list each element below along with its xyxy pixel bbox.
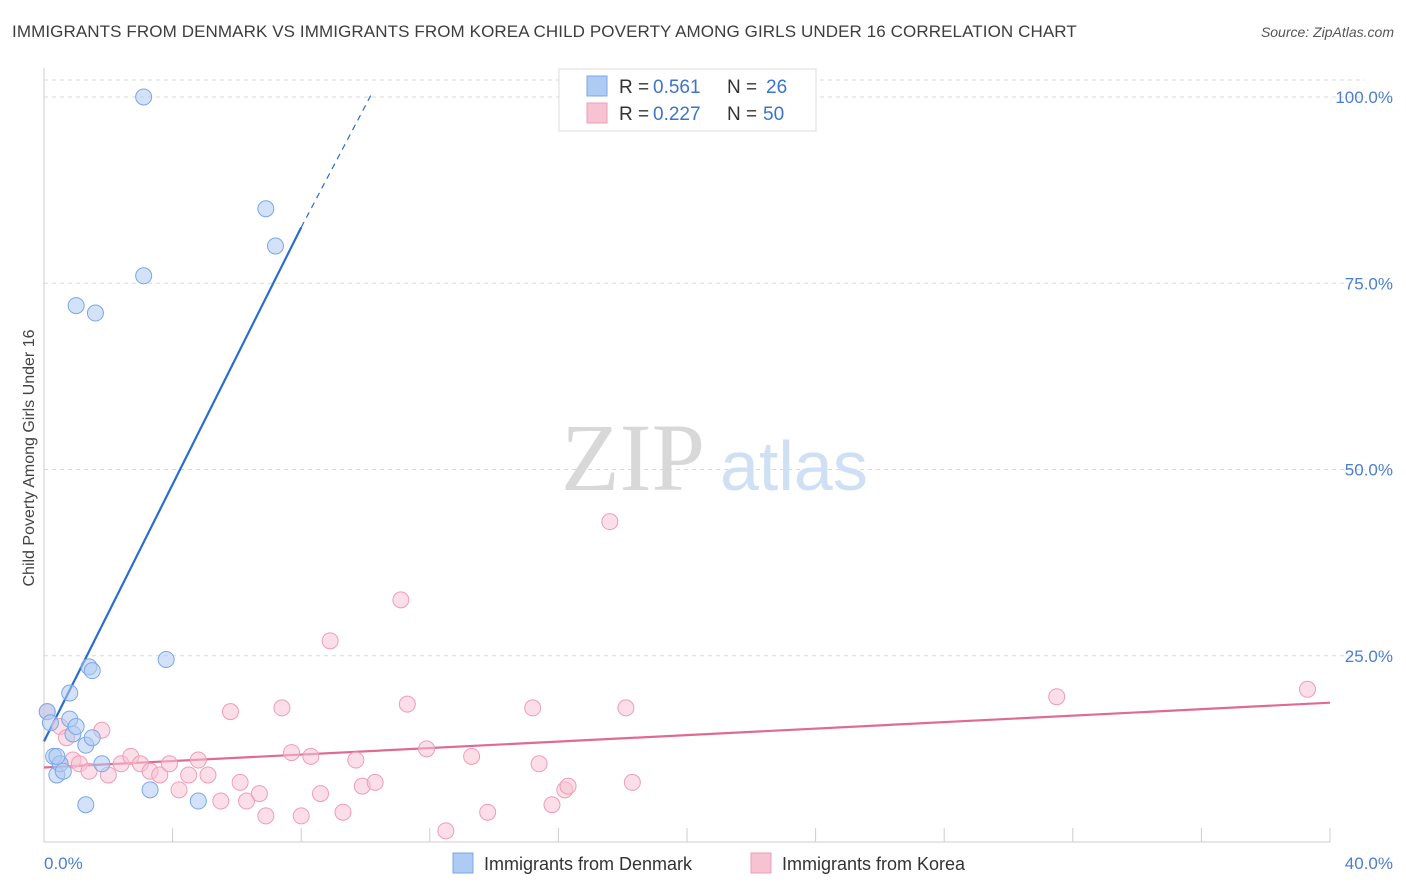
point-korea-15 — [180, 766, 198, 784]
point-korea-29 — [321, 632, 339, 650]
point-korea-47 — [623, 773, 641, 791]
point-korea-44 — [559, 777, 577, 795]
legend-swatch-korea — [586, 102, 608, 124]
point-denmark-20 — [157, 650, 175, 668]
point-denmark-4 — [54, 762, 72, 780]
point-denmark-8 — [67, 718, 85, 736]
point-korea-21 — [238, 792, 256, 810]
point-korea-16 — [189, 751, 207, 769]
point-korea-48 — [1048, 688, 1066, 706]
point-denmark-18 — [135, 267, 153, 285]
point-korea-46 — [617, 699, 635, 717]
bottom-legend-swatch-korea — [750, 852, 772, 874]
point-korea-30 — [334, 803, 352, 821]
point-denmark-9 — [67, 297, 85, 315]
point-korea-37 — [437, 822, 455, 840]
point-denmark-25 — [41, 714, 59, 732]
point-korea-20 — [231, 773, 249, 791]
point-korea-25 — [283, 744, 301, 762]
point-denmark-15 — [93, 755, 111, 773]
y-axis-label: Child Poverty Among Girls Under 16 — [21, 329, 38, 586]
point-korea-17 — [199, 766, 217, 784]
point-korea-45 — [601, 513, 619, 531]
point-korea-22 — [250, 785, 268, 803]
point-denmark-23 — [266, 237, 284, 255]
point-korea-26 — [292, 807, 310, 825]
trend-line-denmark-extension — [300, 92, 373, 228]
point-korea-24 — [273, 699, 291, 717]
y-tick-label-100: 100.0% — [1335, 88, 1393, 107]
point-denmark-16 — [77, 796, 95, 814]
bottom-legend: Immigrants from Denmark Immigrants from … — [452, 852, 966, 874]
point-denmark-22 — [257, 200, 275, 218]
point-denmark-17 — [135, 88, 153, 106]
point-korea-36 — [418, 740, 436, 758]
legend-swatch-denmark — [586, 75, 608, 97]
y-tick-label-50: 50.0% — [1345, 461, 1393, 480]
point-denmark-6 — [61, 684, 79, 702]
point-denmark-14 — [86, 304, 104, 322]
trend-lines — [43, 92, 1331, 769]
legend-r-value-denmark: 0.561 — [653, 77, 701, 98]
legend-n-value-korea: 50 — [763, 104, 784, 125]
grid-lines — [44, 79, 1365, 657]
bottom-legend-label-denmark: Immigrants from Denmark — [484, 854, 693, 874]
point-denmark-13 — [83, 662, 101, 680]
point-denmark-24 — [48, 747, 66, 765]
point-korea-13 — [160, 755, 178, 773]
point-korea-12 — [151, 766, 169, 784]
chart-title: IMMIGRANTS FROM DENMARK VS IMMIGRANTS FR… — [12, 22, 1077, 41]
point-korea-23 — [257, 807, 275, 825]
bottom-legend-label-korea: Immigrants from Korea — [782, 854, 966, 874]
watermark-zip: ZIP — [561, 404, 705, 511]
point-korea-40 — [524, 699, 542, 717]
legend-n-value-denmark: 26 — [766, 77, 787, 98]
x-tick-label-max: 40.0% — [1345, 854, 1393, 873]
point-korea-33 — [366, 773, 384, 791]
y-tick-label-25: 25.0% — [1345, 647, 1393, 666]
point-korea-14 — [170, 781, 188, 799]
legend-r-label-denmark: R = — [619, 77, 649, 98]
point-korea-31 — [347, 751, 365, 769]
trend-line-korea — [43, 701, 1331, 769]
legend-r-label-korea: R = — [619, 104, 649, 125]
point-korea-39 — [479, 803, 497, 821]
legend-r-value-korea: 0.227 — [653, 104, 701, 125]
point-korea-19 — [221, 703, 239, 721]
point-korea-38 — [463, 747, 481, 765]
watermark: ZIP atlas — [561, 404, 868, 511]
point-korea-27 — [302, 747, 320, 765]
point-korea-49 — [1298, 680, 1316, 698]
trend-line-denmark — [43, 226, 303, 742]
watermark-atlas: atlas — [720, 427, 868, 505]
legend-n-label-korea: N = — [727, 104, 757, 125]
data-points — [38, 88, 1316, 840]
bottom-legend-swatch-denmark — [452, 852, 474, 874]
point-korea-18 — [212, 792, 230, 810]
point-korea-41 — [530, 755, 548, 773]
point-denmark-12 — [83, 729, 101, 747]
point-korea-5 — [80, 762, 98, 780]
point-denmark-21 — [189, 792, 207, 810]
point-korea-28 — [311, 785, 329, 803]
x-tick-label-min: 0.0% — [44, 854, 83, 873]
source-label: Source: ZipAtlas.com — [1260, 24, 1394, 40]
legend: R = 0.561 N = 26 R = 0.227 N = 50 — [558, 68, 817, 132]
point-korea-35 — [398, 695, 416, 713]
point-denmark-19 — [141, 781, 159, 799]
y-tick-label-75: 75.0% — [1345, 274, 1393, 293]
point-korea-34 — [392, 591, 410, 609]
point-korea-42 — [543, 796, 561, 814]
legend-n-label-denmark: N = — [727, 77, 757, 98]
tick-labels: 25.0% 50.0% 75.0% 100.0% 0.0% 40.0% — [44, 88, 1393, 873]
